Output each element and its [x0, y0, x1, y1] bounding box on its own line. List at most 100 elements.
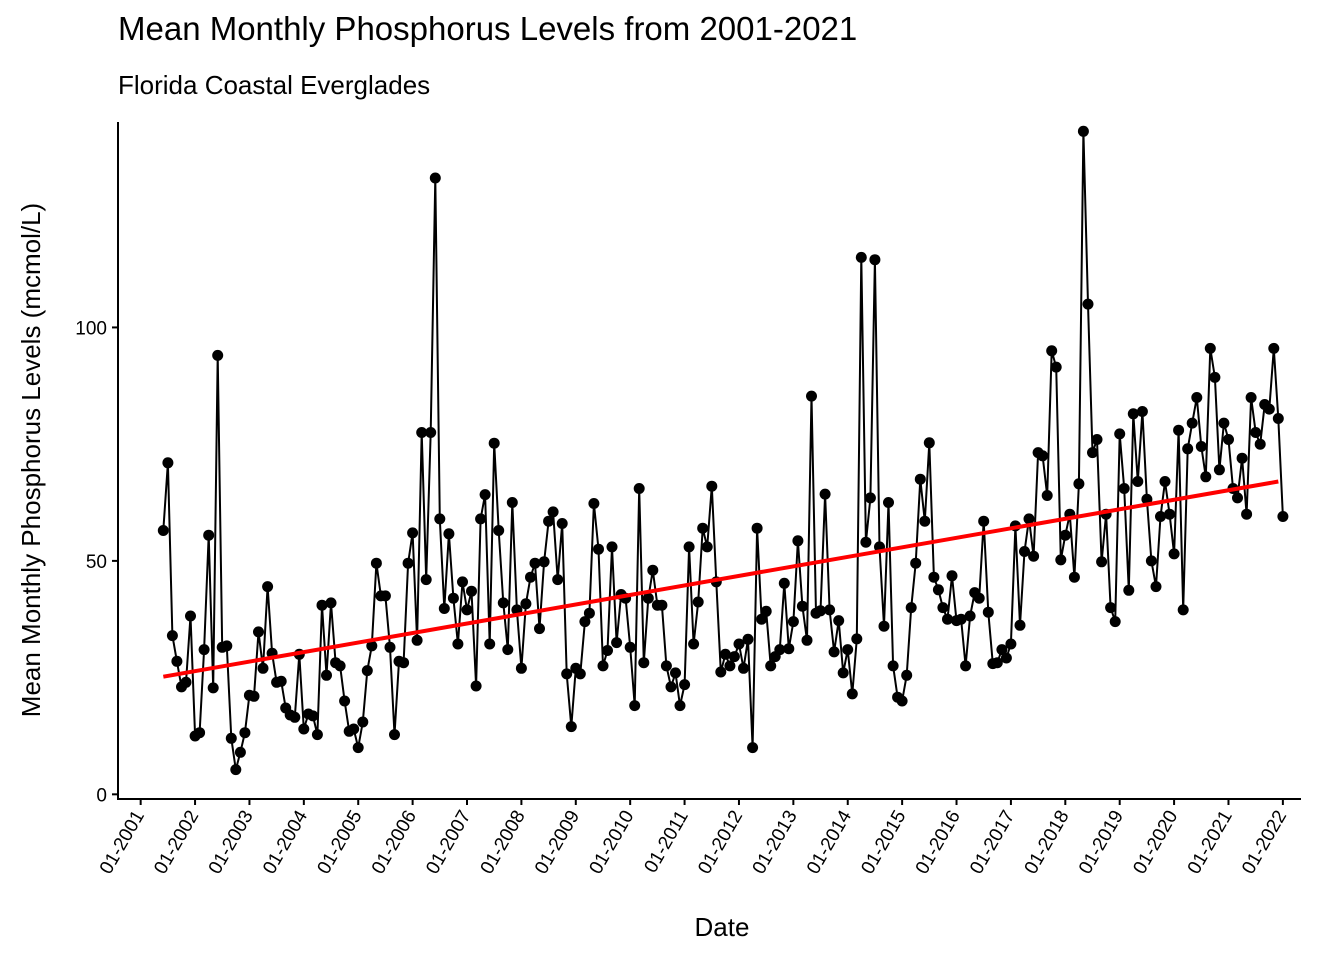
data-point: [701, 541, 713, 553]
data-point: [361, 665, 373, 677]
data-point: [515, 662, 527, 674]
data-point: [488, 437, 500, 449]
chart-title: Mean Monthly Phosphorus Levels from 2001…: [118, 10, 858, 47]
chart-subtitle: Florida Coastal Everglades: [118, 70, 431, 100]
data-point: [311, 729, 323, 741]
data-point: [656, 599, 668, 611]
x-tick-label: 01-2004: [259, 807, 312, 878]
data-point: [593, 543, 604, 555]
data-point: [1059, 529, 1071, 541]
data-point: [352, 742, 364, 754]
y-tick-label: 0: [96, 785, 107, 806]
data-point: [1245, 392, 1257, 403]
data-point: [783, 643, 795, 655]
data-point: [420, 574, 432, 586]
data-point: [1073, 478, 1085, 490]
data-point: [339, 695, 351, 707]
data-point: [801, 634, 813, 646]
data-point: [457, 576, 468, 588]
data-point: [901, 669, 913, 681]
data-point: [991, 657, 1003, 669]
data-point: [443, 528, 455, 540]
data-point: [556, 518, 568, 529]
x-tick-label: 01-2011: [641, 807, 693, 877]
data-point: [1236, 452, 1248, 464]
data-point: [1186, 417, 1198, 429]
y-axis-title: Mean Monthly Phosphorus Levels (mcmol/L): [16, 203, 46, 717]
x-tick-label: 01-2018: [1021, 807, 1074, 878]
data-point: [846, 688, 858, 700]
data-point: [429, 172, 441, 184]
data-point: [1168, 548, 1180, 560]
data-point: [796, 600, 808, 612]
x-tick-label: 01-2010: [585, 807, 638, 878]
data-point: [1209, 371, 1221, 383]
data-point: [629, 700, 641, 712]
data-point: [1241, 508, 1253, 520]
x-axis-title: Date: [695, 912, 750, 942]
data-point: [946, 570, 958, 582]
data-point: [914, 473, 926, 485]
data-point: [1254, 438, 1266, 450]
data-point: [1105, 602, 1117, 614]
data-point: [602, 645, 613, 656]
data-point: [588, 498, 600, 509]
linear-fit-line: [162, 479, 1279, 679]
x-tick-label: 01-2020: [1129, 807, 1182, 878]
data-point: [1277, 511, 1289, 522]
data-point: [896, 695, 908, 707]
data-point: [561, 668, 573, 680]
data-point: [647, 564, 659, 576]
data-point: [688, 638, 700, 650]
data-point: [325, 597, 337, 609]
data-point: [407, 527, 419, 539]
data-point: [928, 571, 940, 583]
data-point: [1127, 408, 1139, 420]
data-point: [960, 660, 972, 672]
data-point: [806, 390, 817, 402]
data-point: [1014, 619, 1026, 631]
data-point: [1023, 513, 1035, 525]
data-point: [194, 727, 206, 739]
data-point: [1164, 508, 1176, 520]
data-point: [574, 668, 586, 680]
data-point: [475, 513, 487, 525]
data-point: [348, 723, 360, 735]
data-point: [937, 602, 949, 614]
data-point: [978, 515, 990, 527]
data-point: [207, 682, 219, 694]
data-point: [416, 427, 428, 438]
x-tick-label: 01-2017: [966, 807, 1019, 878]
data-point: [502, 644, 514, 656]
data-point: [828, 646, 840, 658]
data-point: [316, 599, 328, 611]
data-point: [534, 623, 545, 635]
data-point: [1204, 342, 1216, 354]
data-point: [697, 522, 709, 534]
data-point: [878, 620, 890, 632]
data-point: [1272, 413, 1284, 424]
data-point: [384, 641, 396, 653]
data-point: [203, 529, 215, 541]
data-point: [239, 727, 251, 739]
data-point: [1263, 403, 1275, 415]
data-point: [583, 607, 595, 619]
data-point: [479, 489, 491, 501]
data-point: [815, 605, 826, 617]
data-point: [724, 660, 736, 672]
data-point: [973, 592, 985, 604]
data-point: [389, 729, 400, 741]
data-point: [833, 615, 845, 627]
data-point: [887, 660, 899, 672]
data-point: [547, 506, 559, 518]
data-point: [185, 610, 196, 622]
data-point: [425, 427, 437, 438]
data-point: [611, 637, 623, 649]
data-point: [674, 700, 686, 712]
x-tick-label: 01-2015: [857, 807, 910, 878]
data-point: [1077, 125, 1089, 137]
data-point: [198, 644, 210, 656]
y-axis-ticks: 0 50 100: [75, 318, 118, 806]
data-point: [565, 721, 577, 733]
